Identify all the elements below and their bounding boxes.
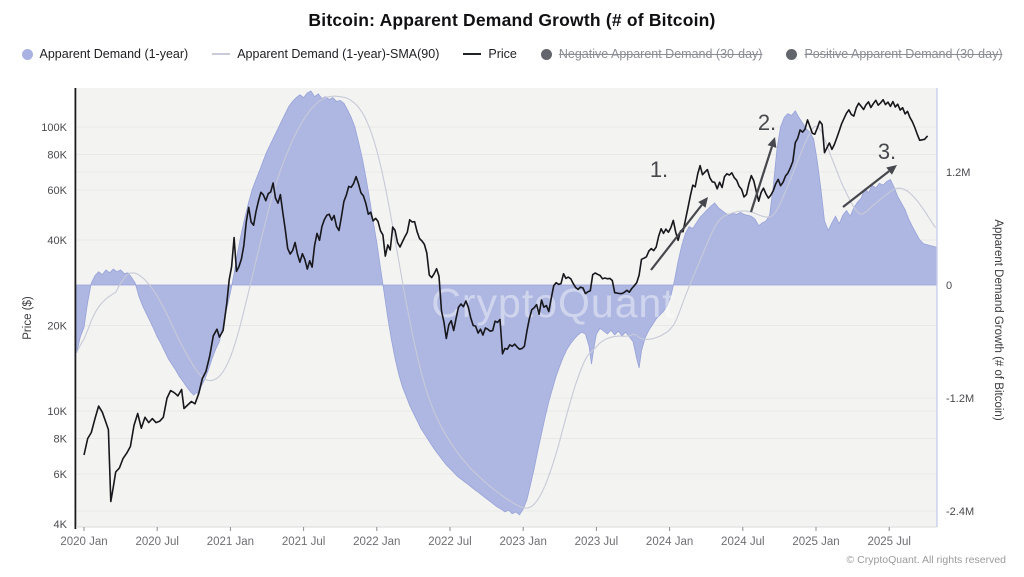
left-tick-8K: 8K: [54, 434, 68, 446]
annotation-label-2: 2.: [758, 110, 776, 135]
right-axis-title: Apparent Demand Growth (# of Bitcoin): [992, 219, 1004, 421]
legend-circle-marker: [540, 48, 552, 60]
x-tick-2025 Jan: 2025 Jan: [792, 536, 839, 548]
right-tick--1.2M: -1.2M: [946, 393, 974, 405]
x-tick-2024 Jul: 2024 Jul: [721, 536, 764, 548]
legend-item-3[interactable]: Negative Apparent Demand (30-day): [540, 47, 763, 61]
legend-line-marker: [463, 53, 482, 55]
legend-item-1[interactable]: Apparent Demand (1-year)-SMA(90): [212, 47, 439, 61]
legend-circle-marker: [21, 48, 33, 60]
x-tick-2022 Jan: 2022 Jan: [353, 536, 400, 548]
x-tick-2025 Jul: 2025 Jul: [867, 536, 910, 548]
legend-item-4[interactable]: Positive Apparent Demand (30-day): [786, 47, 1002, 61]
left-axis-title: Price ($): [22, 296, 34, 340]
left-tick-40K: 40K: [47, 235, 67, 247]
x-tick-2020 Jul: 2020 Jul: [135, 536, 178, 548]
legend-circle-marker: [786, 48, 798, 60]
page-title: Bitcoin: Apparent Demand Growth (# of Bi…: [308, 10, 716, 30]
left-tick-80K: 80K: [47, 150, 67, 162]
annotation-arrow-1: [650, 204, 703, 271]
legend-label: Apparent Demand (1-year)-SMA(90): [237, 47, 440, 61]
price-line: [83, 98, 929, 503]
left-tick-100K: 100K: [41, 122, 67, 134]
left-tick-6K: 6K: [54, 469, 68, 481]
annotation-arrowhead-1: [698, 197, 708, 208]
right-tick-1.2M: 1.2M: [946, 167, 970, 179]
apparent-demand-area: [76, 90, 938, 516]
legend-label: Price: [488, 47, 517, 61]
legend-label: Apparent Demand (1-year): [39, 47, 189, 61]
legend-line-marker: [212, 53, 231, 55]
x-tick-2023 Jan: 2023 Jan: [500, 536, 547, 548]
annotation-arrow-2: [749, 146, 773, 213]
x-tick-2021 Jul: 2021 Jul: [282, 536, 325, 548]
copyright-footer: © CryptoQuant. All rights reserved: [846, 554, 1006, 566]
x-tick-2022 Jul: 2022 Jul: [428, 536, 471, 548]
x-tick-2023 Jul: 2023 Jul: [575, 536, 618, 548]
legend-item-2[interactable]: Price: [463, 47, 517, 61]
annotation-arrowhead-2: [767, 137, 777, 148]
legend-item-0[interactable]: Apparent Demand (1-year): [21, 47, 189, 61]
legend-label: Negative Apparent Demand (30-day): [558, 47, 763, 61]
chart-legend: Apparent Demand (1-year) Apparent Demand …: [0, 47, 1024, 61]
left-tick-20K: 20K: [47, 320, 67, 332]
left-tick-60K: 60K: [47, 185, 67, 197]
annotation-label-3: 3.: [878, 139, 896, 164]
annotation-label-1: 1.: [650, 157, 668, 182]
apparent-demand-sma-line: [76, 95, 937, 509]
right-tick--2.4M: -2.4M: [946, 506, 974, 518]
annotation-arrow-3: [842, 170, 890, 208]
x-tick-2020 Jan: 2020 Jan: [60, 536, 107, 548]
left-tick-4K: 4K: [54, 519, 68, 531]
annotation-arrowhead-3: [886, 165, 897, 175]
legend-label: Positive Apparent Demand (30-day): [804, 47, 1003, 61]
x-tick-2024 Jan: 2024 Jan: [646, 536, 693, 548]
right-tick-0: 0: [946, 280, 952, 292]
x-tick-2021 Jan: 2021 Jan: [207, 536, 254, 548]
left-tick-10K: 10K: [47, 406, 67, 418]
